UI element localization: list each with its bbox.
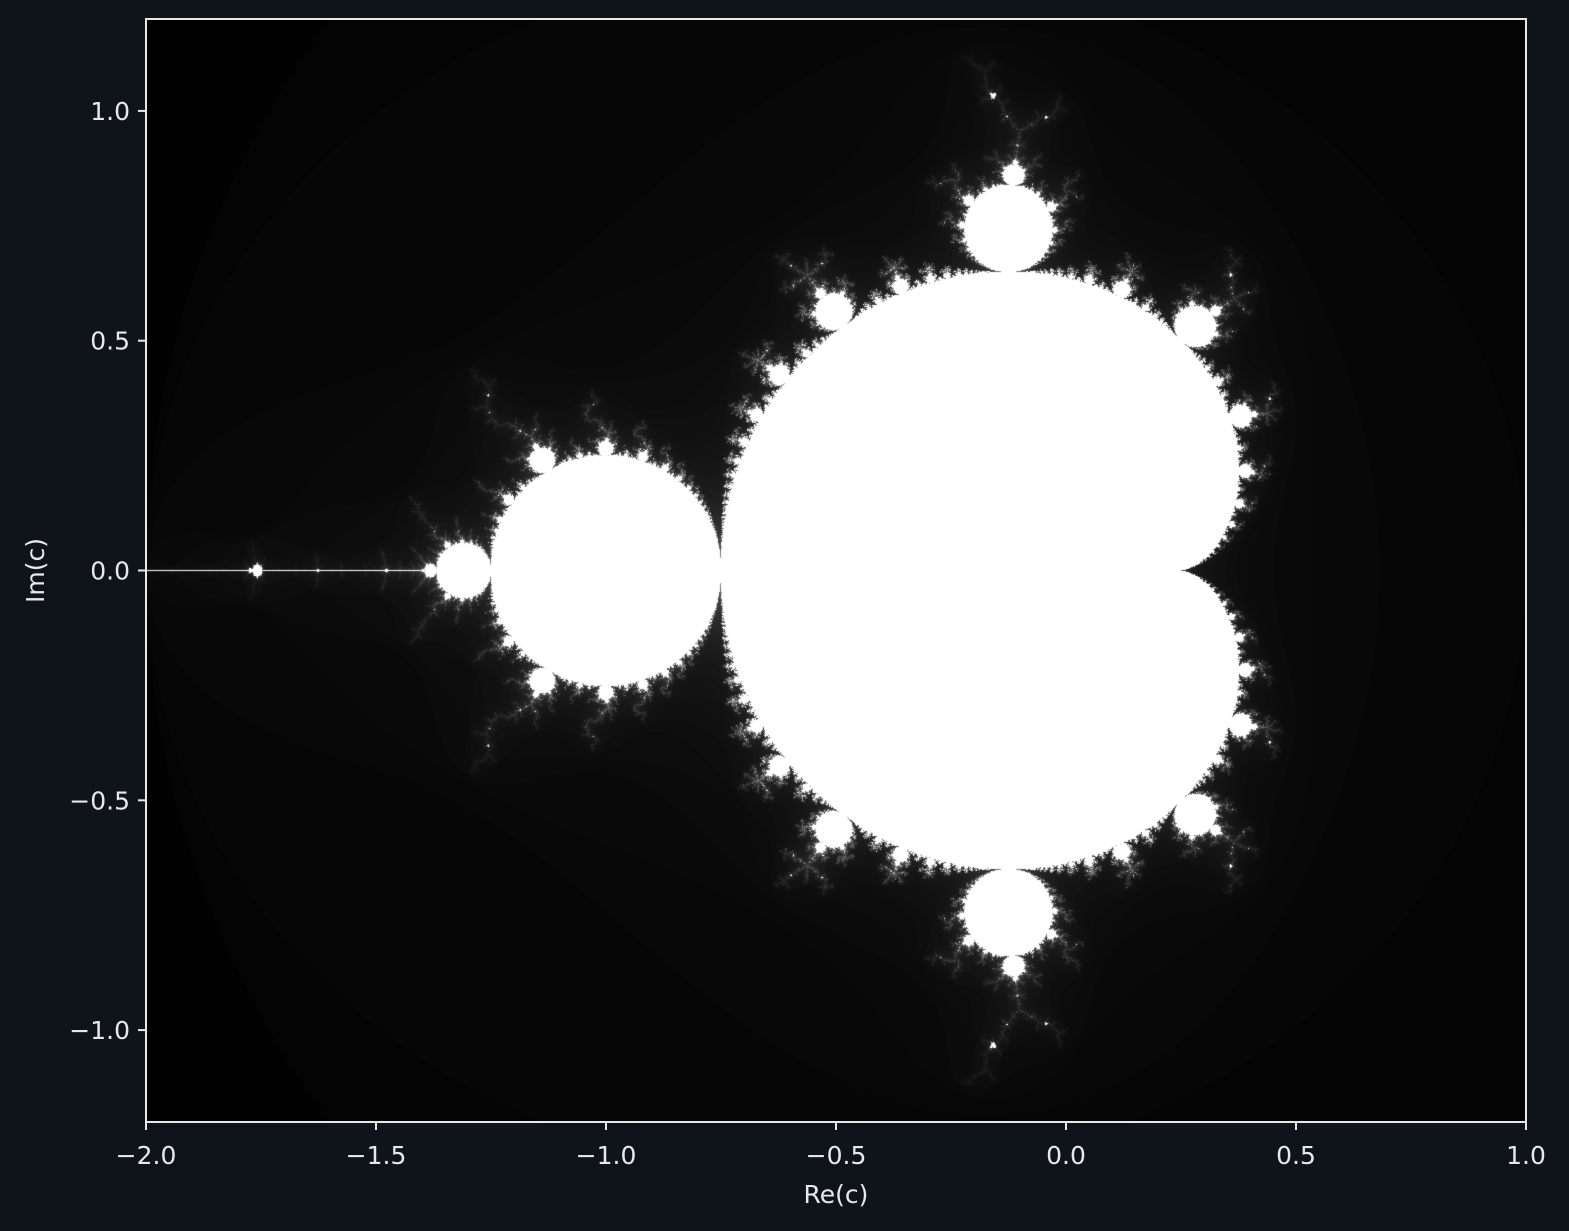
x-tick-label: −2.0 bbox=[116, 1141, 177, 1170]
y-axis-ticks: 1.0 0.5 0.0 −0.5 −1.0 bbox=[69, 97, 146, 1045]
y-tick-label: −1.0 bbox=[69, 1016, 130, 1045]
y-tick-label: −0.5 bbox=[69, 786, 130, 815]
x-tick-label: 0.5 bbox=[1276, 1141, 1316, 1170]
y-tick-label: 0.0 bbox=[90, 557, 130, 586]
x-tick-label: −1.0 bbox=[576, 1141, 637, 1170]
mandelbrot-image bbox=[146, 19, 1526, 1122]
y-tick-label: 1.0 bbox=[90, 97, 130, 126]
x-tick-label: −1.5 bbox=[346, 1141, 407, 1170]
x-tick-label: 1.0 bbox=[1506, 1141, 1546, 1170]
x-axis-ticks: −2.0 −1.5 −1.0 −0.5 0.0 0.5 1.0 bbox=[116, 1122, 1546, 1170]
y-axis-label: Im(c) bbox=[21, 538, 50, 603]
plot-frame bbox=[145, 18, 1527, 1123]
x-tick-label: −0.5 bbox=[806, 1141, 867, 1170]
x-tick-label: 0.0 bbox=[1046, 1141, 1086, 1170]
x-axis-label: Re(c) bbox=[804, 1180, 869, 1209]
y-tick-label: 0.5 bbox=[90, 327, 130, 356]
